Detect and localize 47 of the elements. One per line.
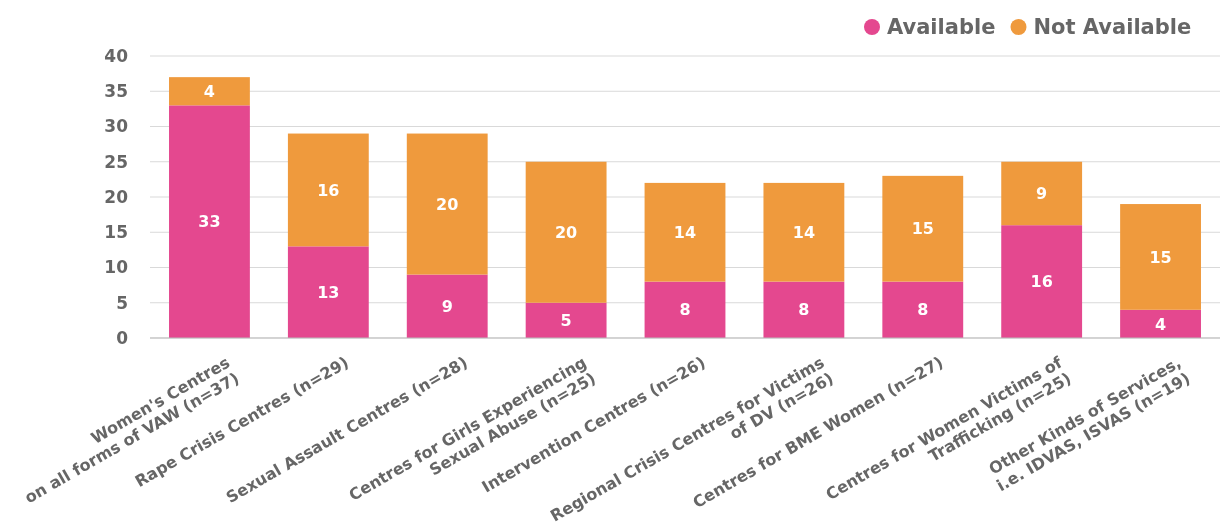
bar	[882, 281, 964, 338]
data-label: 15	[911, 219, 934, 239]
bar	[644, 182, 726, 282]
data-label: 14	[792, 222, 816, 242]
bar	[169, 105, 250, 338]
y-tick-label: 15	[104, 222, 128, 243]
legend-label: Not Available	[1033, 15, 1192, 40]
bar	[1120, 309, 1201, 338]
data-label: 16	[317, 180, 340, 200]
data-label: 13	[317, 282, 340, 302]
bar	[1001, 225, 1083, 338]
data-label: 8	[917, 300, 929, 320]
data-label: 4	[1154, 314, 1167, 334]
data-label: 16	[1030, 272, 1053, 292]
y-tick-label: 10	[104, 257, 129, 278]
bar	[1120, 204, 1201, 310]
y-tick-label: 5	[116, 292, 128, 313]
data-label: 4	[203, 81, 216, 101]
data-label: 8	[679, 300, 691, 320]
data-label: 5	[560, 310, 572, 330]
bar	[644, 281, 726, 338]
data-label: 15	[1149, 247, 1172, 267]
legend-label: Available	[887, 15, 996, 40]
data-label: 8	[798, 300, 810, 320]
y-tick-label: 30	[104, 116, 129, 137]
y-tick-label: 40	[104, 45, 129, 66]
y-tick-label: 0	[116, 327, 129, 348]
bar	[763, 182, 845, 282]
bar	[882, 175, 964, 282]
bar	[763, 281, 845, 338]
y-tick-label: 35	[104, 81, 128, 102]
data-label: 20	[554, 222, 578, 242]
bar	[287, 246, 369, 338]
bar	[406, 274, 488, 338]
data-label: 9	[1036, 184, 1048, 204]
y-tick-label: 25	[104, 151, 128, 172]
bar	[525, 161, 607, 303]
bar	[525, 302, 607, 338]
data-label: 20	[436, 194, 459, 214]
bar	[287, 133, 369, 247]
data-label: 9	[441, 296, 453, 316]
y-tick-label: 20	[104, 186, 129, 207]
data-label: 14	[673, 222, 697, 242]
data-label: 33	[198, 212, 221, 232]
bar	[1001, 161, 1083, 226]
bar	[169, 77, 250, 106]
bar	[406, 133, 488, 275]
